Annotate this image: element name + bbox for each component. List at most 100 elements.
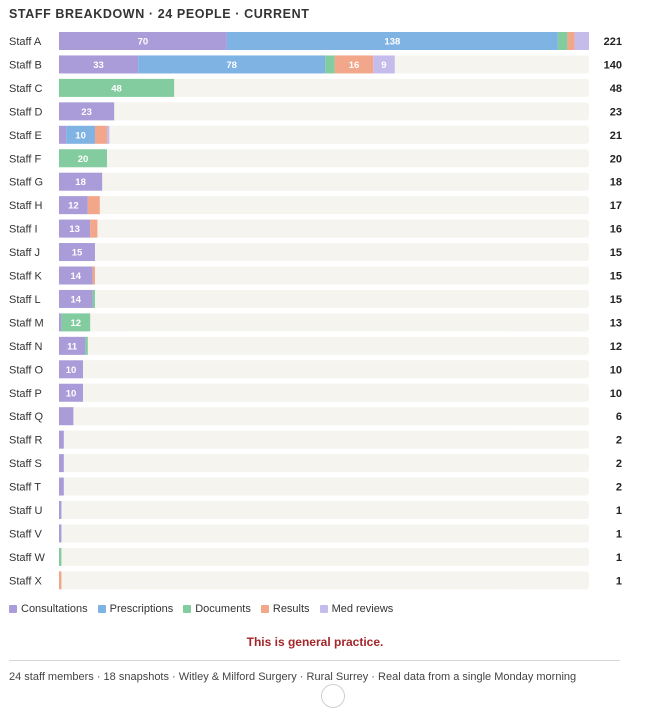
note-text: This is general practice. [246, 635, 384, 649]
bar-segment-staff-k-results [92, 266, 95, 285]
bar-segment-staff-i-consultations [59, 219, 91, 238]
bar-track-staff-c [59, 78, 589, 97]
row-label-staff-k: Staff K [9, 271, 42, 283]
data-label-staff-d-consultations: 23 [81, 107, 92, 118]
bar-segment-staff-a-prescriptions [226, 32, 558, 50]
data-label-staff-p-consultations: 10 [66, 388, 77, 399]
bar-segment-staff-h-consultations [59, 196, 88, 215]
bar-track-staff-x [59, 571, 589, 590]
row-total-staff-c: 48 [610, 83, 622, 95]
bar-segment-staff-c-documents [59, 78, 175, 97]
legend-swatch-med-reviews [319, 605, 328, 613]
row-label-staff-t: Staff T [9, 482, 41, 494]
data-label-staff-l-consultations: 14 [70, 294, 81, 305]
legend-item-results: Results [260, 603, 310, 615]
row-total-staff-b: 140 [604, 59, 622, 71]
row-total-staff-a: 221 [604, 36, 622, 48]
row-label-staff-v: Staff V [9, 528, 42, 540]
bar-segment-staff-u-consultations [59, 501, 62, 519]
data-label-staff-a-consultations: 70 [138, 37, 149, 48]
data-label-staff-m-documents: 12 [70, 318, 81, 329]
row-label-staff-d: Staff D [9, 106, 42, 118]
bar-segment-staff-v-consultations [59, 524, 62, 543]
divider [9, 660, 620, 661]
data-label-staff-k-consultations: 14 [70, 271, 81, 282]
bar-segment-staff-x-results [59, 571, 62, 590]
data-label-staff-g-consultations: 18 [75, 177, 86, 188]
row-total-staff-e: 21 [610, 130, 622, 142]
footer-text: 24 staff members · 18 snapshots · Witley… [9, 671, 577, 683]
row-label-staff-c: Staff C [9, 83, 42, 95]
bar-segment-staff-k-consultations [59, 266, 93, 285]
bar-segment-staff-b-med-reviews [373, 55, 395, 74]
bar-track-staff-i [59, 219, 589, 238]
row-total-staff-r: 2 [616, 435, 622, 447]
row-label-staff-n: Staff N [9, 341, 42, 353]
legend-swatch-documents [183, 605, 192, 613]
row-total-staff-f: 20 [610, 153, 622, 165]
bar-segment-staff-o-consultations [59, 360, 83, 379]
bar-track-staff-n [59, 336, 589, 355]
row-total-staff-x: 1 [616, 575, 622, 587]
bar-segment-staff-e-med-reviews [106, 125, 110, 144]
bar-segment-staff-a-results [567, 32, 575, 50]
row-label-staff-g: Staff G [9, 177, 43, 189]
chart-title: STAFF BREAKDOWN · 24 PEOPLE · CURRENT [9, 7, 310, 21]
bar-track-staff-q [59, 407, 589, 426]
bar-segment-staff-a-med-reviews [574, 32, 589, 50]
bar-track-staff-p [59, 383, 589, 402]
row-total-staff-w: 1 [616, 552, 622, 564]
bar-track-staff-s [59, 454, 589, 473]
row-total-staff-i: 16 [610, 224, 622, 236]
bar-track-staff-u [59, 501, 589, 519]
bar-segment-staff-i-results [90, 219, 98, 238]
row-total-staff-n: 12 [610, 341, 622, 353]
legend-swatch-results [260, 605, 269, 613]
row-label-staff-p: Staff P [9, 388, 42, 400]
bar-track-staff-l [59, 289, 589, 308]
legend-swatch-prescriptions [97, 605, 106, 613]
row-label-staff-s: Staff S [9, 458, 42, 470]
data-label-staff-b-med-reviews: 9 [381, 60, 386, 71]
data-label-staff-c-documents: 48 [111, 83, 122, 94]
bar-segment-staff-b-results [334, 55, 374, 74]
bar-segment-staff-n-consultations [59, 336, 86, 355]
row-total-staff-v: 1 [616, 528, 622, 540]
legend-label-med-reviews: Med reviews [331, 603, 394, 615]
data-label-staff-j-consultations: 15 [72, 248, 83, 259]
data-label-staff-e-prescriptions: 10 [75, 130, 86, 141]
row-total-staff-u: 1 [616, 505, 622, 517]
row-label-staff-w: Staff W [9, 552, 45, 564]
bar-segment-staff-d-consultations [59, 102, 115, 121]
bar-track-staff-r [59, 430, 589, 449]
row-label-staff-u: Staff U [9, 505, 42, 517]
bar-segment-staff-q-consultations [59, 407, 74, 426]
bar-segment-staff-n-documents [85, 336, 88, 355]
bar-track-staff-d [59, 102, 589, 121]
row-label-staff-b: Staff B [9, 59, 42, 71]
row-label-staff-r: Staff R [9, 435, 42, 447]
scroll-button[interactable] [321, 684, 345, 708]
bar-segment-staff-m-documents [61, 313, 91, 332]
row-total-staff-g: 18 [610, 177, 622, 189]
legend-label-results: Results [272, 603, 310, 615]
row-label-staff-m: Staff M [9, 317, 44, 329]
row-total-staff-p: 10 [610, 388, 622, 400]
legend-item-consultations: Consultations [9, 603, 88, 615]
bar-segment-staff-b-documents [325, 55, 335, 74]
bar-segment-staff-e-results [94, 125, 107, 144]
legend-swatch-consultations [9, 605, 17, 613]
legend-label-consultations: Consultations [21, 603, 88, 615]
row-label-staff-x: Staff X [9, 575, 42, 587]
legend: Consultations Prescriptions Documents Re… [9, 603, 393, 615]
bar-track-staff-f [59, 149, 589, 168]
bar-segment-staff-s-consultations [59, 454, 64, 473]
bar-segment-staff-m-consultations [59, 313, 62, 332]
row-total-staff-o: 10 [610, 364, 622, 376]
row-label-staff-h: Staff H [9, 200, 42, 212]
row-total-staff-s: 2 [616, 458, 622, 470]
bar-segment-staff-a-consultations [59, 32, 227, 50]
bar-segment-staff-l-documents [92, 289, 95, 308]
data-label-staff-b-consultations: 33 [93, 60, 104, 71]
